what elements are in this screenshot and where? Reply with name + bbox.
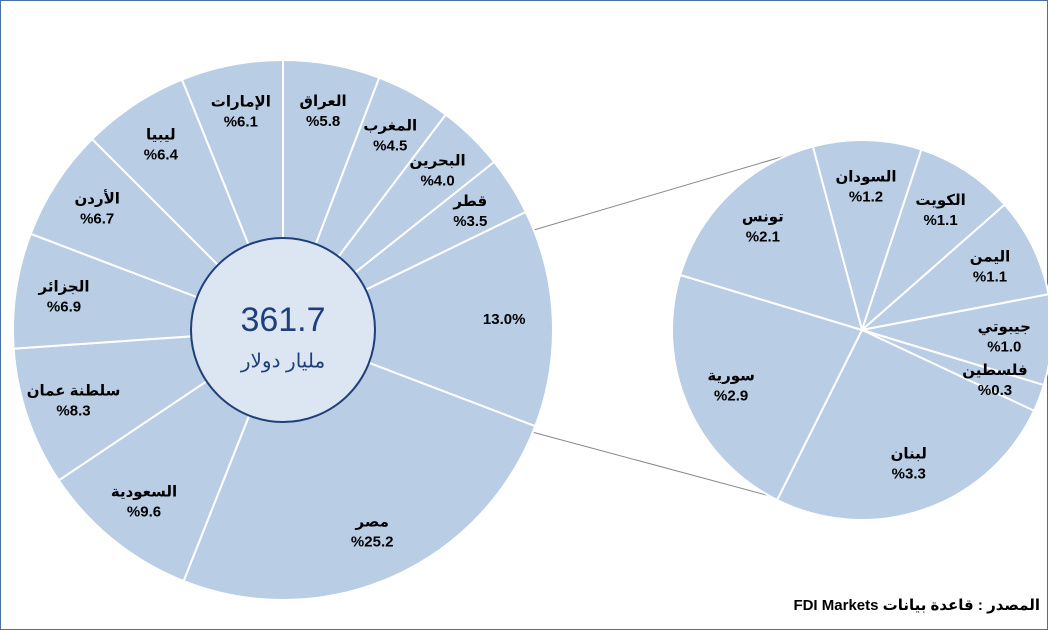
slice: [859, 148, 1007, 334]
value-label: %3.5: [453, 213, 487, 230]
slice-label: لبنان: [891, 446, 927, 463]
value-label: %6.9: [47, 298, 81, 315]
value-label: %4.0: [420, 172, 454, 189]
slice-label: قطر: [452, 193, 487, 210]
value-label: %2.9: [714, 387, 748, 404]
slice: [858, 203, 1048, 332]
slice-label: البحرين: [409, 152, 465, 169]
slice-label: اليمن: [970, 248, 1010, 265]
total-unit: مليار دولار: [240, 350, 325, 372]
slice-label: السعودية: [111, 483, 177, 500]
value-label: %2.1: [746, 229, 780, 246]
center-circle: [190, 237, 376, 423]
value-label: %1.1: [973, 268, 1007, 285]
total: 361.7: [240, 301, 325, 339]
value-label: %8.3: [56, 403, 90, 420]
value-label: %4.5: [373, 137, 407, 154]
slice-label: الإمارات: [211, 94, 271, 111]
value-label: %6.4: [144, 146, 179, 163]
slice: [678, 145, 864, 332]
slice-label: سورية: [707, 367, 755, 384]
slice-label: سلطنة عمان: [27, 383, 121, 400]
value-label: %1.2: [849, 189, 883, 206]
slice-label: تونس: [742, 209, 784, 226]
value-label: %0.3: [978, 382, 1012, 399]
slice-label: الجزائر: [37, 278, 89, 295]
slice-label: جيبوتي: [978, 318, 1031, 335]
slice-label: المغرب: [363, 117, 417, 134]
slice-label: الكويت: [915, 192, 965, 209]
value-label: %1.1: [923, 212, 957, 229]
value-label: %25.2: [351, 534, 394, 551]
slice: [280, 210, 554, 428]
value-label: %6.7: [80, 211, 114, 228]
value-label: %5.8: [306, 113, 340, 130]
slice-label: ليبيا: [146, 126, 176, 143]
source: المصدر : قاعدة بيانات FDI Markets: [793, 597, 1040, 614]
value-label: 13.0%: [483, 311, 526, 328]
value-label: %3.3: [892, 466, 926, 483]
slice: [671, 273, 864, 502]
value-label: %9.6: [127, 503, 161, 520]
slice-label: العراق: [300, 93, 347, 110]
slice-label: السودان: [835, 169, 896, 186]
connector: [509, 149, 806, 238]
slice: [775, 328, 1036, 521]
slice-label: الأردن: [74, 190, 119, 208]
slice-label: مصر: [355, 514, 389, 531]
value-label: %1.0: [987, 338, 1021, 355]
slice: [811, 139, 923, 334]
value-label: %6.1: [224, 114, 258, 131]
slice-label: فلسطين: [962, 362, 1027, 379]
